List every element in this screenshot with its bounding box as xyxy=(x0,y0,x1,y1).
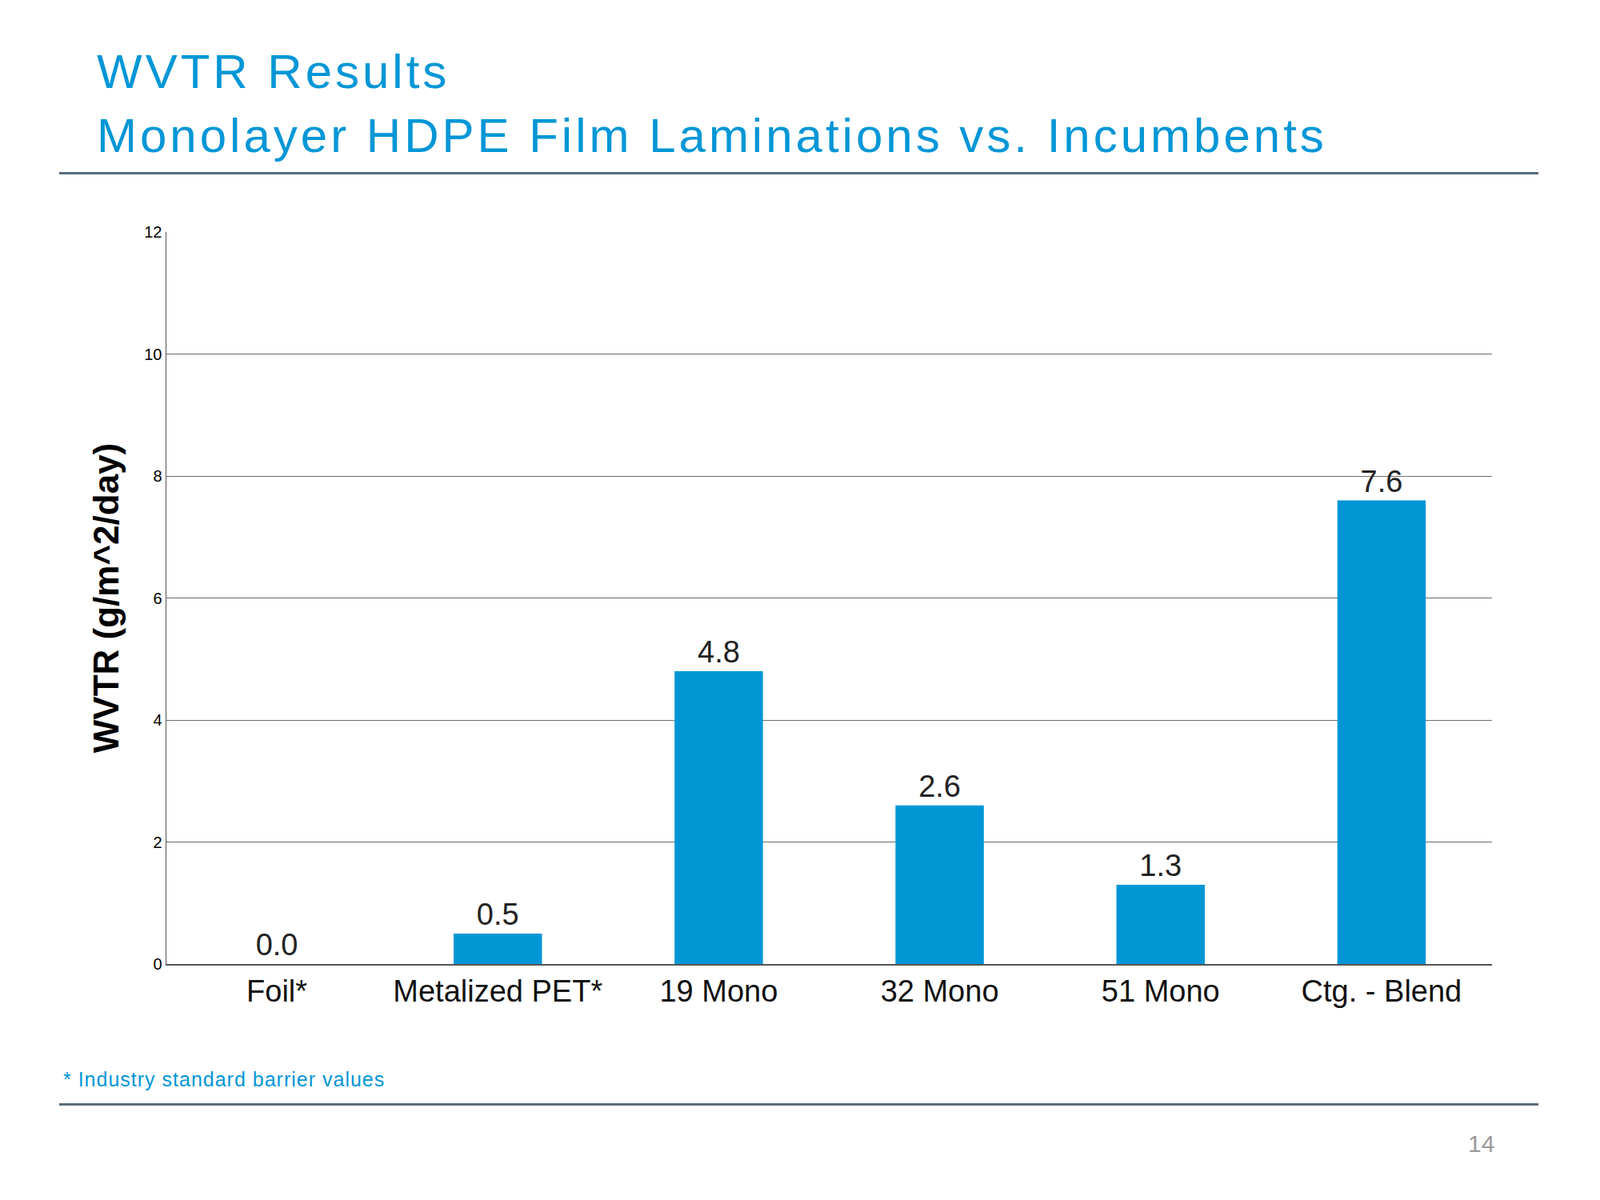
svg-text:2.6: 2.6 xyxy=(918,769,961,804)
html-text:* Industry standard barrier va: * Industry standard barrier values xyxy=(63,1068,386,1091)
svg-text:8: 8 xyxy=(152,467,162,485)
svg-text:Foil*: Foil* xyxy=(246,974,308,1008)
svg-text:12: 12 xyxy=(144,223,162,241)
svg-text:Metalized PET*: Metalized PET* xyxy=(392,974,603,1008)
svg-text:7.6: 7.6 xyxy=(1360,464,1404,499)
svg-text:2: 2 xyxy=(152,833,162,852)
svg-text:Ctg. - Blend: Ctg. - Blend xyxy=(1301,974,1463,1008)
svg-text:WVTR (g/m^2/day): WVTR (g/m^2/day) xyxy=(86,443,126,754)
svg-text:19 Mono: 19 Mono xyxy=(659,974,778,1008)
html-text:14: 14 xyxy=(1468,1130,1495,1157)
svg-text:1.3: 1.3 xyxy=(1139,848,1182,883)
svg-text:51 Mono: 51 Mono xyxy=(1101,974,1220,1008)
html-text:WVTR Results: WVTR Results xyxy=(96,44,450,99)
svg-text:0: 0 xyxy=(152,955,162,973)
svg-text:6: 6 xyxy=(152,589,162,608)
svg-text:4.8: 4.8 xyxy=(697,635,740,669)
svg-text:4: 4 xyxy=(152,711,162,729)
svg-text:32 Mono: 32 Mono xyxy=(880,974,1000,1008)
svg-text:0.0: 0.0 xyxy=(256,928,299,962)
html-text:Monolayer HDPE Film Lamination: Monolayer HDPE Film Laminations vs. Incu… xyxy=(96,108,1328,163)
svg-text:10: 10 xyxy=(144,345,162,364)
svg-text:0.5: 0.5 xyxy=(476,897,520,932)
